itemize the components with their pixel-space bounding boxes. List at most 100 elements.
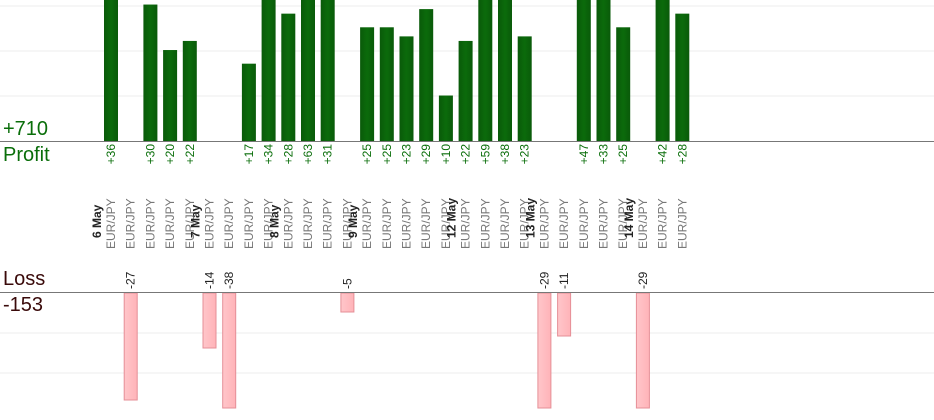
profit-bar xyxy=(143,4,158,142)
profit-value-label: +22 xyxy=(183,144,197,165)
date-label: 14 May xyxy=(622,198,636,238)
loss-bar xyxy=(222,292,237,409)
pair-label: EUR/JPY xyxy=(380,198,394,249)
loss-value-label: -27 xyxy=(124,271,138,289)
pair-labels: EUR/JPY EUR/JPY EUR/JPY EUR/JPY EUR/JPY EUR/J… xyxy=(104,198,689,249)
profit-bar xyxy=(182,40,197,141)
loss-label: Loss xyxy=(3,268,46,290)
profit-value-label: +31 xyxy=(321,144,335,165)
profit-bar xyxy=(419,9,434,142)
profit-bar xyxy=(655,0,670,141)
loss-bar xyxy=(123,292,138,401)
profit-value-label: +23 xyxy=(400,144,414,165)
pair-label: EUR/JPY xyxy=(321,198,335,249)
profit-bar xyxy=(596,0,611,141)
pair-label: EUR/JPY xyxy=(419,198,433,249)
date-label: 9 May xyxy=(346,204,360,238)
pair-label: EUR/JPY xyxy=(262,198,276,249)
profit-value-label: +33 xyxy=(597,144,611,165)
profit-bar xyxy=(498,0,512,141)
profit-value-label: +30 xyxy=(143,144,157,165)
profit-bar xyxy=(616,27,631,142)
pair-label: EUR/JPY xyxy=(400,198,414,249)
pair-label: EUR/JPY xyxy=(143,198,157,249)
profit-value-label: +28 xyxy=(281,144,295,165)
pair-label: EUR/JPY xyxy=(281,198,295,249)
loss-bar xyxy=(202,292,217,349)
profit-value-label: +42 xyxy=(656,144,670,165)
pair-label: EUR/JPY xyxy=(163,198,177,249)
pair-label: EUR/JPY xyxy=(478,198,492,249)
date-label: 12 May xyxy=(445,198,459,238)
profit-bar xyxy=(241,63,256,142)
profit-bar xyxy=(478,0,493,141)
pair-label: EUR/JPY xyxy=(222,198,236,249)
pair-label: EUR/JPY xyxy=(675,198,689,249)
pair-label: EUR/JPY xyxy=(439,198,453,249)
pair-label: EUR/JPY xyxy=(104,198,118,249)
loss-bar xyxy=(537,292,552,409)
profit-total: +710 xyxy=(3,118,49,140)
pair-label: EUR/JPY xyxy=(577,198,591,249)
pair-label: EUR/JPY xyxy=(498,198,512,249)
pair-label: EUR/JPY xyxy=(360,198,374,249)
loss-value-label: -11 xyxy=(557,272,571,289)
loss-value-label: -29 xyxy=(537,271,551,289)
profit-bar xyxy=(379,27,394,142)
profit-value-label: +10 xyxy=(439,144,453,165)
pair-label: EUR/JPY xyxy=(636,198,650,249)
profit-bar xyxy=(104,0,118,141)
pair-label: EUR/JPY xyxy=(242,198,256,249)
loss-value-label: -38 xyxy=(222,271,236,289)
pair-label: EUR/JPY xyxy=(616,198,630,249)
profit-value-label: +25 xyxy=(380,144,394,165)
profit-bar xyxy=(281,13,296,141)
loss-value-label: -29 xyxy=(636,271,650,289)
profit-bar xyxy=(438,95,453,141)
pair-label: EUR/JPY xyxy=(124,198,138,249)
date-label: 13 May xyxy=(523,198,537,238)
profit-bar xyxy=(301,0,315,141)
profit-value-label: +36 xyxy=(104,144,118,165)
profit-value-label: +47 xyxy=(577,144,591,165)
pair-label: EUR/JPY xyxy=(301,198,315,249)
profit-value-label: +22 xyxy=(459,144,473,165)
profit-bar xyxy=(399,36,414,141)
profit-value-label: +25 xyxy=(616,144,630,165)
pair-label: EUR/JPY xyxy=(656,198,670,249)
pair-label: EUR/JPY xyxy=(203,198,217,249)
profit-bar xyxy=(261,0,276,141)
profit-value-label: +23 xyxy=(518,144,532,165)
loss-bars xyxy=(123,292,650,409)
date-label: 7 May xyxy=(189,204,203,238)
profit-value-label: +59 xyxy=(478,144,492,165)
pair-label: EUR/JPY xyxy=(518,198,532,249)
date-label: 6 May xyxy=(90,204,104,238)
pair-label: EUR/JPY xyxy=(340,198,354,249)
profit-value-label: +38 xyxy=(498,144,512,165)
profit-value-label: +25 xyxy=(360,144,374,165)
profit-bars xyxy=(104,0,690,142)
profit-bar xyxy=(163,50,178,141)
profit-value-label: +28 xyxy=(675,144,689,165)
pair-label: EUR/JPY xyxy=(597,198,611,249)
profit-bar xyxy=(576,0,591,141)
loss-bar xyxy=(557,292,572,337)
profit-bar xyxy=(360,27,375,142)
loss-bar xyxy=(340,292,355,313)
loss-value-labels: -27 -14 -38 -5 -29 -11 -29 xyxy=(124,271,650,289)
profit-bar xyxy=(675,13,690,141)
pair-label: EUR/JPY xyxy=(183,198,197,249)
loss-total: -153 xyxy=(3,294,44,316)
profit-value-label: +20 xyxy=(163,144,177,165)
profit-bar xyxy=(517,36,532,141)
date-labels: 6 May 7 May 8 May 9 May 12 May 13 May 14 May xyxy=(90,198,636,238)
profit-value-label: +34 xyxy=(262,144,276,165)
loss-bar xyxy=(635,292,650,409)
date-label: 8 May xyxy=(267,204,281,238)
pair-label: EUR/JPY xyxy=(459,198,473,249)
pair-label: EUR/JPY xyxy=(557,198,571,249)
profit-bar xyxy=(458,40,473,141)
profit-bar xyxy=(320,0,335,141)
